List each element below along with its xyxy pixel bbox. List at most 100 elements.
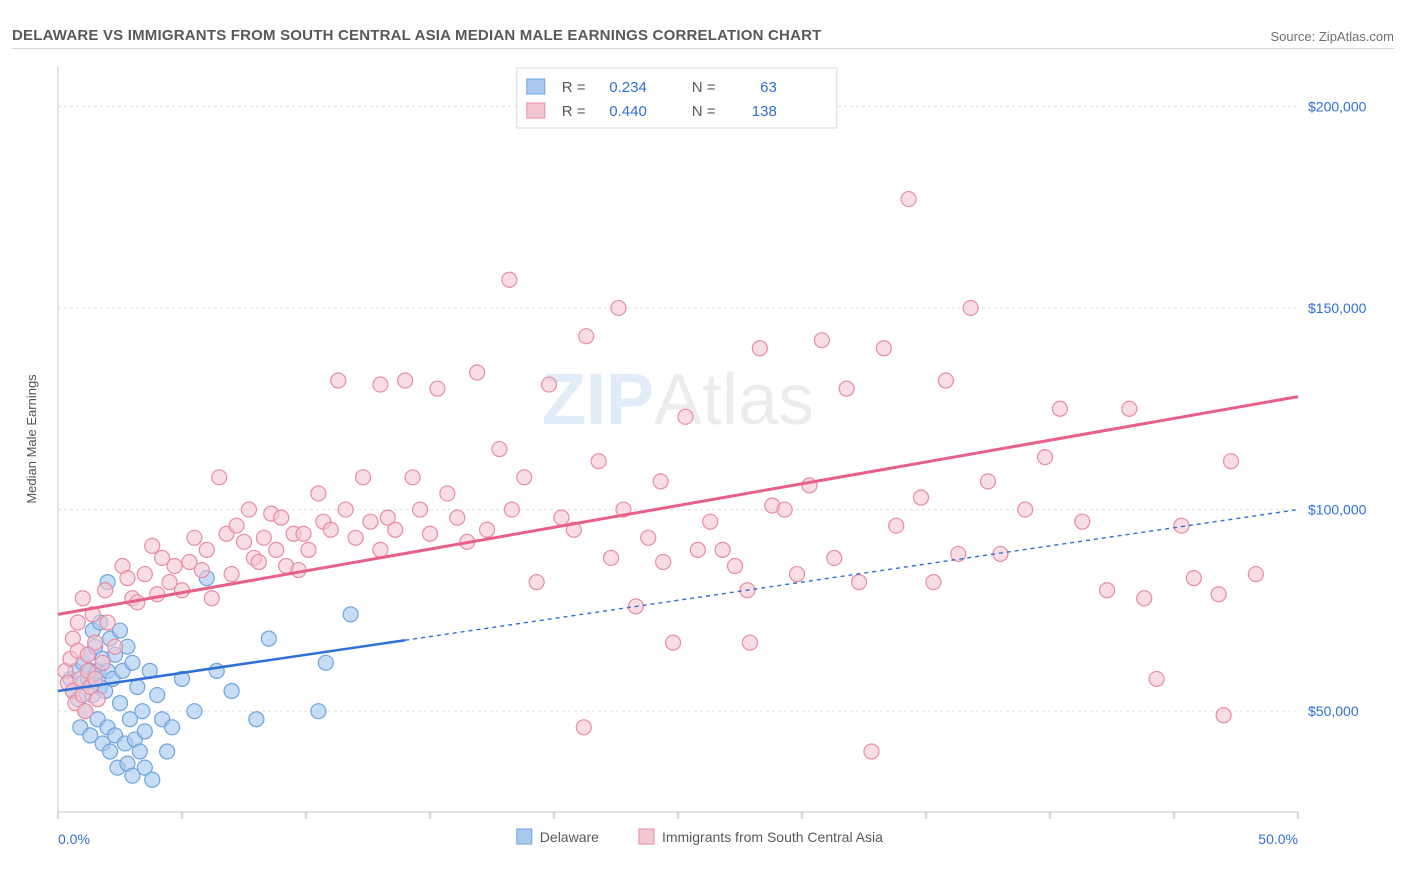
data-point (529, 575, 544, 590)
data-point (237, 534, 252, 549)
legend-swatch (639, 829, 654, 844)
data-point (504, 502, 519, 517)
data-point (1211, 587, 1226, 602)
data-point (914, 490, 929, 505)
legend-r-value: 0.234 (609, 79, 647, 96)
data-point (363, 514, 378, 529)
data-point (373, 377, 388, 392)
legend-label: Delaware (540, 829, 599, 845)
data-point (388, 522, 403, 537)
data-point (373, 542, 388, 557)
legend-r-label: R = (562, 79, 586, 96)
y-axis-label: Median Male Earnings (24, 374, 39, 504)
data-point (790, 567, 805, 582)
data-point (703, 514, 718, 529)
data-point (249, 712, 264, 727)
data-point (343, 607, 358, 622)
data-point (212, 470, 227, 485)
data-point (993, 546, 1008, 561)
data-point (1100, 583, 1115, 598)
legend-r-value: 0.440 (609, 103, 647, 120)
data-point (576, 720, 591, 735)
data-point (1038, 450, 1053, 465)
data-point (251, 554, 266, 569)
data-point (542, 377, 557, 392)
data-point (715, 542, 730, 557)
y-tick-label: $200,000 (1308, 98, 1367, 114)
data-point (852, 575, 867, 590)
data-point (1216, 708, 1231, 723)
data-point (517, 470, 532, 485)
data-point (323, 522, 338, 537)
data-point (1174, 518, 1189, 533)
data-point (120, 571, 135, 586)
data-point (160, 744, 175, 759)
data-point (440, 486, 455, 501)
source-name: ZipAtlas.com (1319, 29, 1394, 44)
legend-label: Immigrants from South Central Asia (662, 829, 883, 845)
data-point (876, 341, 891, 356)
legend-n-label: N = (692, 79, 716, 96)
x-label-left: 0.0% (58, 831, 90, 847)
data-point (125, 655, 140, 670)
data-point (75, 591, 90, 606)
data-point (296, 526, 311, 541)
data-point (814, 333, 829, 348)
data-point (963, 300, 978, 315)
data-point (108, 639, 123, 654)
data-point (926, 575, 941, 590)
data-point (301, 542, 316, 557)
correlation-scatter-chart: $50,000$100,000$150,000$200,0000.0%50.0%… (12, 56, 1394, 872)
data-point (1075, 514, 1090, 529)
data-point (1248, 567, 1263, 582)
data-point (901, 192, 916, 207)
data-point (261, 631, 276, 646)
data-point (1224, 454, 1239, 469)
data-point (135, 704, 150, 719)
data-point (981, 474, 996, 489)
data-point (95, 655, 110, 670)
data-point (1186, 571, 1201, 586)
data-point (1018, 502, 1033, 517)
data-point (137, 724, 152, 739)
data-point (150, 587, 165, 602)
data-point (492, 442, 507, 457)
data-point (690, 542, 705, 557)
data-point (554, 510, 569, 525)
data-point (311, 704, 326, 719)
data-point (1149, 671, 1164, 686)
data-point (187, 530, 202, 545)
legend-swatch (517, 829, 532, 844)
y-tick-label: $100,000 (1308, 502, 1367, 518)
data-point (604, 550, 619, 565)
chart-title: DELAWARE VS IMMIGRANTS FROM SOUTH CENTRA… (12, 27, 822, 44)
data-point (130, 679, 145, 694)
data-point (405, 470, 420, 485)
legend-n-value: 138 (752, 103, 777, 120)
data-point (70, 615, 85, 630)
data-point (274, 510, 289, 525)
data-point (209, 663, 224, 678)
data-point (356, 470, 371, 485)
data-point (224, 567, 239, 582)
data-point (1052, 401, 1067, 416)
data-point (100, 615, 115, 630)
data-point (318, 655, 333, 670)
data-point (199, 542, 214, 557)
chart-source: Source: ZipAtlas.com (1270, 29, 1394, 44)
data-point (423, 526, 438, 541)
data-point (470, 365, 485, 380)
data-point (938, 373, 953, 388)
data-point (951, 546, 966, 561)
data-point (591, 454, 606, 469)
data-point (742, 635, 757, 650)
data-point (256, 530, 271, 545)
legend-swatch (527, 103, 545, 118)
data-point (839, 381, 854, 396)
source-prefix: Source: (1270, 29, 1318, 44)
data-point (579, 329, 594, 344)
data-point (889, 518, 904, 533)
data-point (728, 559, 743, 574)
data-point (204, 591, 219, 606)
data-point (678, 409, 693, 424)
